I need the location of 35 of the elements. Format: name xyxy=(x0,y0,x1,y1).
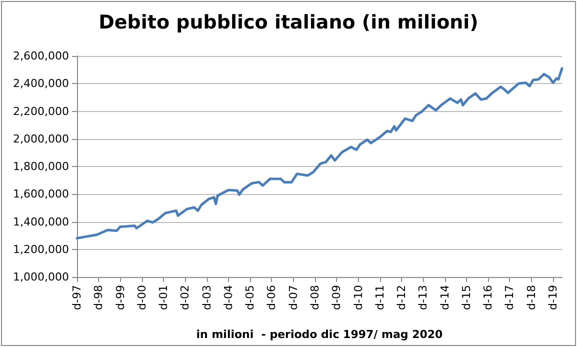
y-tick-label: 1,200,000 xyxy=(13,242,69,256)
y-tick-label: 1,800,000 xyxy=(13,160,69,173)
x-tick-label: d-12 xyxy=(395,285,408,310)
y-tick-label: 1,000,000 xyxy=(13,270,69,284)
x-tick-label: d-05 xyxy=(244,285,257,310)
x-tick-label: d-10 xyxy=(352,285,365,310)
x-tick-label: d-98 xyxy=(92,285,106,310)
x-tick-label: d-03 xyxy=(200,285,214,310)
y-tick-label: 2,200,000 xyxy=(13,104,69,118)
x-tick-label: d-06 xyxy=(265,285,278,310)
x-tick-label: d-14 xyxy=(438,285,452,310)
x-tick-label: d-00 xyxy=(135,285,148,310)
x-tick-label: d-07 xyxy=(286,285,300,310)
y-tick-label: 2,400,000 xyxy=(13,77,69,90)
x-tick-label: d-97 xyxy=(70,285,84,310)
x-tick-label: d-11 xyxy=(373,285,386,310)
chart-title: Debito pubblico italiano (in milioni) xyxy=(98,12,478,34)
x-tick-label: d-19 xyxy=(546,285,560,310)
x-tick-label: d-08 xyxy=(308,285,322,310)
x-tick-label: d-15 xyxy=(460,285,473,310)
x-tick-label: d-02 xyxy=(178,285,192,310)
y-tick-label: 2,600,000 xyxy=(13,50,69,62)
y-tick-label: 1,400,000 xyxy=(13,215,69,228)
y-tick-label: 2,000,000 xyxy=(13,132,69,146)
x-tick-label: d-17 xyxy=(503,285,516,310)
x-tick-label: d-99 xyxy=(114,285,127,310)
x-tick-label: d-09 xyxy=(330,285,344,310)
x-axis-title: in milioni - periodo dic 1997/ mag 2020 xyxy=(196,328,444,341)
line-series xyxy=(76,67,564,240)
x-tick-label: d-04 xyxy=(222,285,235,310)
y-tick-label: 1,600,000 xyxy=(13,188,69,201)
x-tick-label: d-01 xyxy=(157,285,170,310)
x-tick-label: d-13 xyxy=(416,285,430,310)
x-tick-label: d-16 xyxy=(482,285,495,310)
x-tick-label: d-18 xyxy=(524,285,538,310)
